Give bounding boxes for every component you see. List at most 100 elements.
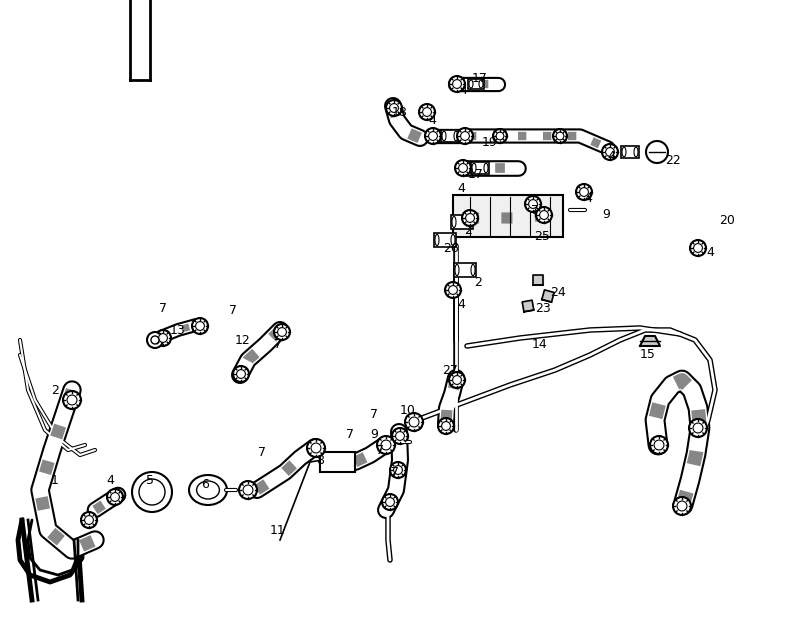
Bar [471, 162, 489, 174]
Circle shape [196, 321, 204, 330]
Ellipse shape [622, 147, 626, 157]
Circle shape [311, 443, 321, 453]
Text: 1: 1 [51, 474, 59, 486]
Bar [451, 215, 473, 229]
Text: 7: 7 [258, 445, 266, 459]
Text: 7: 7 [346, 428, 354, 442]
Circle shape [233, 366, 249, 382]
Ellipse shape [189, 475, 227, 505]
Circle shape [393, 466, 402, 474]
Ellipse shape [479, 80, 483, 88]
Text: 5: 5 [146, 474, 154, 486]
Circle shape [528, 200, 537, 209]
Ellipse shape [469, 80, 473, 88]
Text: 17: 17 [472, 71, 488, 84]
Circle shape [673, 497, 691, 515]
Circle shape [465, 214, 474, 222]
Circle shape [425, 128, 441, 144]
Text: 4: 4 [457, 181, 465, 195]
Circle shape [536, 207, 552, 223]
Polygon shape [640, 336, 660, 346]
Circle shape [132, 472, 172, 512]
Circle shape [147, 332, 163, 348]
Circle shape [386, 100, 402, 116]
Text: 7: 7 [376, 444, 384, 457]
Text: 7: 7 [159, 302, 167, 314]
Text: 23: 23 [535, 302, 551, 314]
Circle shape [192, 318, 208, 334]
Circle shape [409, 417, 419, 427]
Text: 17: 17 [468, 168, 484, 181]
Circle shape [457, 128, 473, 144]
Circle shape [445, 282, 461, 298]
Ellipse shape [451, 234, 455, 246]
Circle shape [449, 76, 465, 92]
Bar [468, 79, 484, 89]
Text: 2: 2 [464, 224, 472, 236]
Text: 4: 4 [106, 474, 114, 486]
Circle shape [693, 423, 703, 433]
Bar [320, 452, 355, 472]
Circle shape [441, 421, 450, 430]
Text: 7: 7 [370, 408, 378, 421]
Circle shape [455, 160, 471, 176]
Text: 13: 13 [170, 323, 186, 336]
Text: 4: 4 [428, 113, 436, 127]
Circle shape [654, 440, 664, 450]
Circle shape [689, 419, 707, 437]
Text: 26: 26 [443, 241, 459, 255]
Circle shape [389, 103, 398, 112]
Circle shape [236, 370, 246, 379]
Circle shape [139, 479, 165, 505]
Bar [441, 130, 459, 142]
Text: 4: 4 [457, 299, 465, 311]
Circle shape [690, 240, 706, 256]
Text: 20: 20 [719, 214, 735, 227]
Circle shape [693, 244, 702, 253]
Circle shape [449, 372, 465, 388]
Ellipse shape [472, 163, 476, 173]
Ellipse shape [455, 265, 459, 275]
Text: 22: 22 [665, 154, 681, 166]
Polygon shape [542, 290, 554, 302]
Circle shape [396, 432, 405, 440]
Ellipse shape [452, 216, 456, 227]
Text: 4: 4 [706, 246, 714, 260]
Circle shape [525, 196, 541, 212]
Text: 11: 11 [271, 524, 286, 537]
Circle shape [452, 79, 461, 88]
Circle shape [151, 336, 159, 344]
Circle shape [556, 132, 564, 140]
Circle shape [155, 330, 171, 346]
Circle shape [390, 462, 406, 478]
Circle shape [107, 489, 123, 505]
Circle shape [385, 498, 394, 507]
Circle shape [382, 494, 398, 510]
Ellipse shape [442, 131, 446, 140]
Text: 2: 2 [51, 384, 59, 396]
Circle shape [448, 285, 457, 294]
Circle shape [553, 129, 567, 143]
Circle shape [419, 104, 435, 120]
Text: 2: 2 [474, 275, 482, 289]
Text: 18: 18 [392, 105, 408, 118]
Text: 4: 4 [607, 151, 615, 164]
Ellipse shape [435, 234, 439, 246]
Circle shape [67, 395, 77, 405]
Ellipse shape [471, 265, 475, 275]
Text: 8: 8 [316, 454, 324, 466]
Circle shape [602, 144, 618, 160]
Circle shape [423, 108, 432, 117]
Text: 9: 9 [370, 428, 378, 440]
Ellipse shape [634, 147, 638, 157]
Circle shape [429, 132, 437, 140]
Circle shape [278, 328, 286, 336]
Text: 4: 4 [584, 192, 592, 205]
Circle shape [63, 391, 81, 409]
Circle shape [462, 210, 478, 226]
Circle shape [606, 147, 614, 156]
Text: 7: 7 [391, 466, 399, 479]
Circle shape [159, 334, 168, 342]
Circle shape [677, 501, 687, 511]
Circle shape [274, 324, 290, 340]
